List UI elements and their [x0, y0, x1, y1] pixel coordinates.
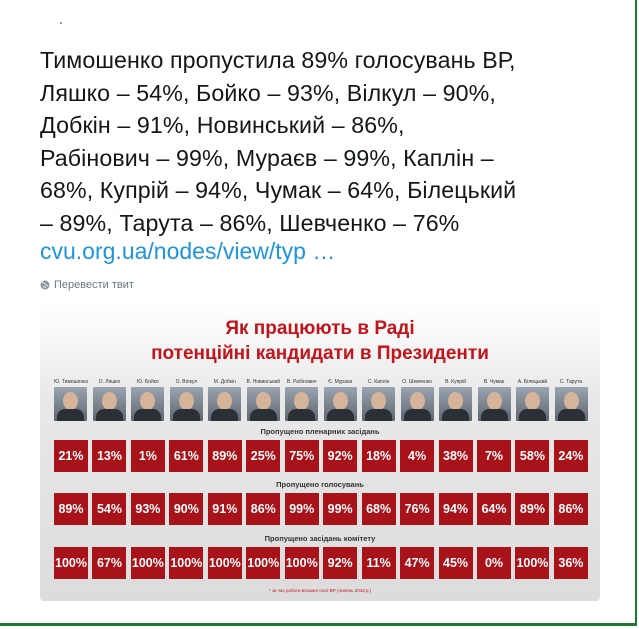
tweet-line: Рабінович – 99%, Мураєв – 99%, Каплін –: [40, 144, 494, 171]
row1-label: Пропущено пленарних засідань: [260, 427, 380, 436]
tweet-text: Тимошенко пропустила 89% голосувань ВР, …: [40, 44, 620, 239]
candidate-name: О. Шевченко: [402, 379, 432, 385]
row2-value-box: 93%: [130, 493, 165, 525]
candidate-photo: [400, 387, 434, 421]
candidate-name: В. Купрій: [445, 379, 466, 385]
row1-value-box: 58%: [515, 440, 550, 472]
candidate-photo: [285, 387, 319, 421]
row1-values: 21% 13% 1% 61% 89% 25% 75% 92% 18% 4% 38% 7% 58% 24%: [54, 440, 588, 472]
candidate-name: Ю. Тимошенко: [54, 379, 88, 385]
candidate-photo: [54, 387, 87, 421]
candidate-name: М. Добкін: [213, 379, 236, 385]
infographic-title-line2: потенційні кандидати в Президенти: [151, 343, 489, 364]
row1-value-box: 61%: [169, 440, 204, 472]
candidate-name: Ю. Бойко: [137, 379, 159, 385]
candidate-name: В. Чумак: [483, 379, 505, 385]
row2-value-box: 68%: [361, 493, 396, 525]
infographic-image[interactable]: Як працюють в Раді потенційні кандидати …: [40, 305, 600, 601]
row1-value-box: 24%: [553, 440, 588, 472]
decorative-dot: [60, 22, 62, 24]
candidate-photos: [54, 387, 588, 421]
row3-label: Пропущено засідань комітету: [264, 534, 376, 543]
candidate-photo: [516, 387, 550, 421]
translate-tweet-button[interactable]: Перевести твит: [40, 279, 134, 291]
row3-value-box: 45%: [438, 547, 473, 579]
candidate-name: О. Вілкул: [175, 379, 198, 385]
row2-value-box: 64%: [476, 493, 511, 525]
row2-values: 89% 54% 93% 90% 91% 86% 99% 99% 68% 76% 94% 64% 89% 8…: [54, 493, 588, 525]
candidate-name: В. Новинський: [246, 379, 281, 385]
row3-value-box: 67%: [92, 547, 127, 579]
infographic-title-line1: Як працюють в Раді: [225, 318, 415, 339]
candidate-photo: [246, 387, 280, 421]
row2-value-box: 76%: [400, 493, 435, 525]
row2-value-box: 89%: [54, 493, 88, 525]
candidate-name: С. Тарута: [559, 379, 583, 385]
row2-value-box: 99%: [323, 493, 358, 525]
row1-value-box: 7%: [476, 440, 511, 472]
tweet-line: Тимошенко пропустила 89% голосувань ВР,: [40, 47, 516, 73]
tweet-line: Ляшко – 54%, Бойко – 93%, Вілкул – 90%,: [40, 79, 496, 106]
row3-value-box: 92%: [323, 547, 358, 579]
globe-icon: [40, 280, 50, 290]
row3-value-box: 100%: [130, 547, 165, 579]
row1-value-box: 18%: [361, 440, 396, 472]
translate-label: Перевести твит: [54, 279, 134, 291]
row3-value-box: 100%: [54, 547, 88, 579]
row2-label: Пропущено голосувань: [276, 480, 364, 489]
row2-value-box: 54%: [92, 493, 127, 525]
row3-value-box: 47%: [400, 547, 435, 579]
tweet-line: Добкін – 91%, Новинський – 86%,: [40, 112, 405, 138]
row2-value-box: 89%: [515, 493, 550, 525]
row3-value-box: 0%: [476, 547, 511, 579]
row2-value-box: 86%: [553, 493, 588, 525]
candidate-name: А. Білецький: [517, 379, 548, 385]
row2-value-box: 99%: [284, 493, 319, 525]
tweet-link[interactable]: cvu.org.ua/nodes/view/typ …: [40, 238, 336, 264]
tweet-line: 68%, Купрій – 94%, Чумак – 64%, Білецьки…: [40, 177, 517, 203]
row3-value-box: 100%: [246, 547, 281, 579]
row3-value-box: 11%: [361, 547, 396, 579]
infographic-footnote: * за час роботи восьмої сесії ВР (липень…: [268, 588, 372, 593]
row1-value-box: 13%: [92, 440, 127, 472]
candidate-name: О. Ляшко: [98, 379, 121, 385]
row2-value-box: 86%: [246, 493, 281, 525]
candidate-names: Ю. Тимошенко О. Ляшко Ю. Бойко О. Вілкул М. …: [54, 379, 588, 385]
candidate-name: Є. Мураєв: [328, 379, 353, 385]
candidate-photo: [362, 387, 396, 421]
row3-value-box: 36%: [553, 547, 588, 579]
row2-value-box: 94%: [438, 493, 473, 525]
row1-value-box: 21%: [54, 440, 88, 472]
row3-values: 100% 67% 100% 100% 100% 100% 100% 92% 11% 47% 45% 0…: [54, 547, 588, 579]
candidate-photo: [554, 387, 588, 421]
row1-value-box: 75%: [284, 440, 319, 472]
candidate-photo: [169, 387, 203, 421]
row1-value-box: 4%: [400, 440, 435, 472]
candidate-name: С. Каплін: [367, 379, 390, 385]
tweet-line: – 89%, Тарута – 86%, Шевченко – 76%: [40, 209, 460, 236]
row2-value-box: 90%: [169, 493, 204, 525]
candidate-photo: [323, 387, 357, 421]
candidate-photo: [131, 387, 165, 421]
row3-value-box: 100%: [515, 547, 550, 579]
candidate-photo: [92, 387, 126, 421]
candidate-photo: [208, 387, 242, 421]
candidate-photo: [439, 387, 473, 421]
row1-value-box: 1%: [130, 440, 165, 472]
row1-value-box: 25%: [246, 440, 281, 472]
row1-value-box: 89%: [207, 440, 242, 472]
row3-value-box: 100%: [207, 547, 242, 579]
row3-value-box: 100%: [284, 547, 319, 579]
candidate-photo: [477, 387, 511, 421]
row1-value-box: 38%: [438, 440, 473, 472]
candidate-name: В. Рабінович: [286, 379, 317, 385]
row3-value-box: 100%: [169, 547, 204, 579]
row1-value-box: 92%: [323, 440, 358, 472]
row2-value-box: 91%: [207, 493, 242, 525]
